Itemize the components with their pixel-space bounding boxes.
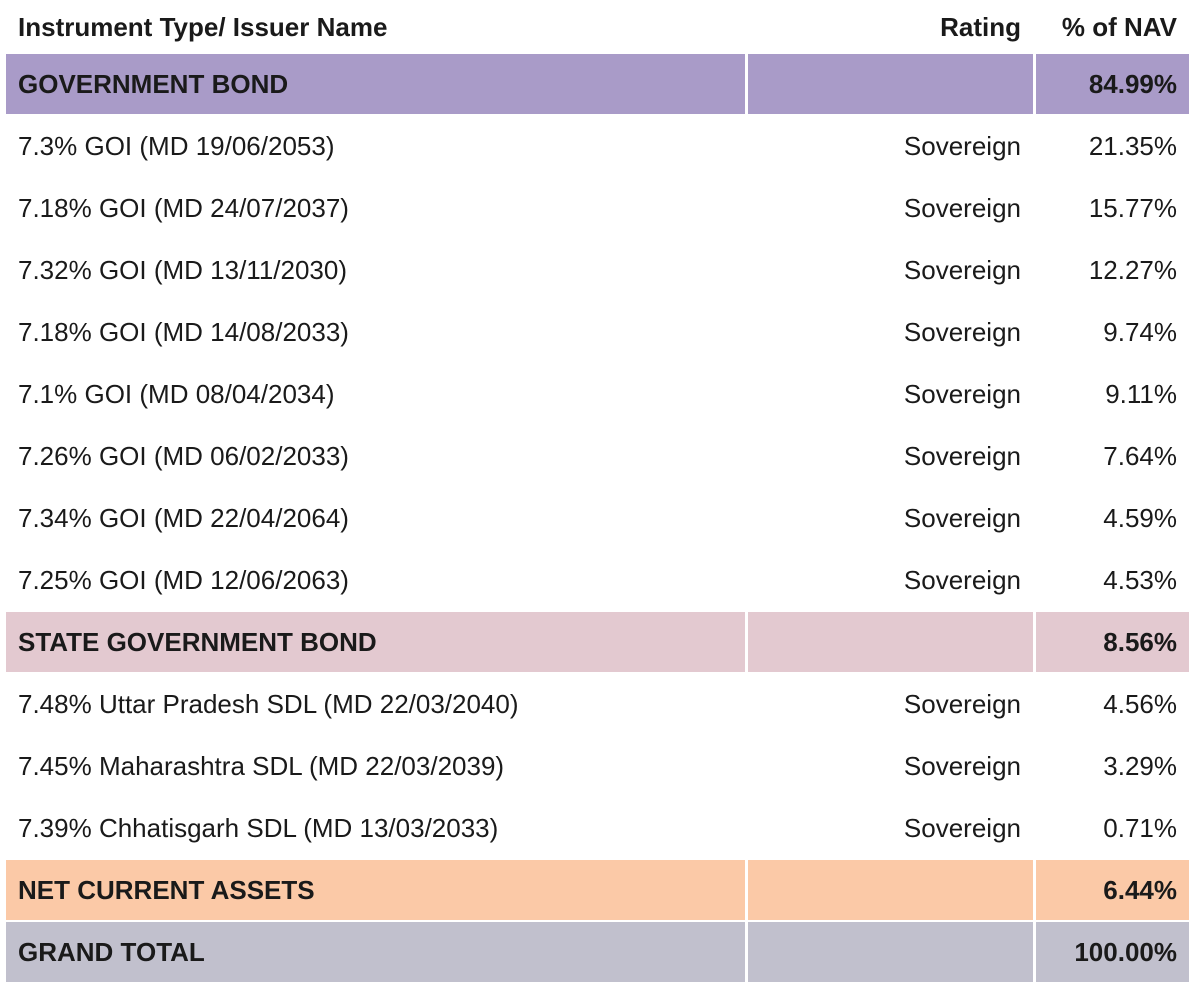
nav-cell: 15.77%	[1036, 178, 1189, 238]
rating-cell: Sovereign	[748, 364, 1033, 424]
rating-cell: Sovereign	[748, 240, 1033, 300]
rating-cell: Sovereign	[748, 736, 1033, 796]
holdings-table-body: GOVERNMENT BOND 84.99% 7.3% GOI (MD 19/06/…	[6, 54, 1189, 982]
nav-cell: 3.29%	[1036, 736, 1189, 796]
rating-cell	[748, 860, 1033, 920]
nav-cell: 12.27%	[1036, 240, 1189, 300]
holding-row: 7.26% GOI (MD 06/02/2033) Sovereign 7.64%	[6, 426, 1189, 486]
nav-cell: 4.53%	[1036, 550, 1189, 610]
instrument-cell: NET CURRENT ASSETS	[6, 860, 745, 920]
instrument-cell: 7.34% GOI (MD 22/04/2064)	[6, 488, 745, 548]
nav-cell: 0.71%	[1036, 798, 1189, 858]
holding-row: 7.18% GOI (MD 14/08/2033) Sovereign 9.74%	[6, 302, 1189, 362]
rating-cell	[748, 612, 1033, 672]
holding-row: 7.1% GOI (MD 08/04/2034) Sovereign 9.11%	[6, 364, 1189, 424]
holding-row: 7.48% Uttar Pradesh SDL (MD 22/03/2040) S…	[6, 674, 1189, 734]
rating-cell: Sovereign	[748, 178, 1033, 238]
rating-cell: Sovereign	[748, 798, 1033, 858]
nav-cell: 8.56%	[1036, 612, 1189, 672]
holding-row: 7.34% GOI (MD 22/04/2064) Sovereign 4.59%	[6, 488, 1189, 548]
nav-cell: 9.74%	[1036, 302, 1189, 362]
table-header: Instrument Type/ Issuer Name Rating % of…	[6, 2, 1189, 52]
instrument-cell: 7.48% Uttar Pradesh SDL (MD 22/03/2040)	[6, 674, 745, 734]
holding-row: 7.39% Chhatisgarh SDL (MD 13/03/2033) Sov…	[6, 798, 1189, 858]
column-header-nav: % of NAV	[1061, 11, 1177, 42]
instrument-cell: 7.39% Chhatisgarh SDL (MD 13/03/2033)	[6, 798, 745, 858]
section-row: GOVERNMENT BOND 84.99%	[6, 54, 1189, 114]
nav-cell: 9.11%	[1036, 364, 1189, 424]
nav-cell: 84.99%	[1036, 54, 1189, 114]
rating-cell: Sovereign	[748, 488, 1033, 548]
rating-cell	[748, 922, 1033, 982]
holding-row: 7.32% GOI (MD 13/11/2030) Sovereign 12.27%	[6, 240, 1189, 300]
nav-cell: 4.59%	[1036, 488, 1189, 548]
nav-cell: 21.35%	[1036, 116, 1189, 176]
nav-cell: 4.56%	[1036, 674, 1189, 734]
instrument-cell: 7.18% GOI (MD 24/07/2037)	[6, 178, 745, 238]
rating-cell: Sovereign	[748, 302, 1033, 362]
column-header-rating: Rating	[940, 11, 1021, 42]
nav-cell: 100.00%	[1036, 922, 1189, 982]
nav-cell: 7.64%	[1036, 426, 1189, 486]
instrument-cell: 7.25% GOI (MD 12/06/2063)	[6, 550, 745, 610]
instrument-cell: STATE GOVERNMENT BOND	[6, 612, 745, 672]
nav-cell: 6.44%	[1036, 860, 1189, 920]
instrument-cell: 7.32% GOI (MD 13/11/2030)	[6, 240, 745, 300]
rating-cell: Sovereign	[748, 426, 1033, 486]
instrument-cell: 7.18% GOI (MD 14/08/2033)	[6, 302, 745, 362]
column-header-instrument: Instrument Type/ Issuer Name	[18, 11, 388, 42]
holding-row: 7.18% GOI (MD 24/07/2037) Sovereign 15.77%	[6, 178, 1189, 238]
instrument-cell: GOVERNMENT BOND	[6, 54, 745, 114]
section-row: NET CURRENT ASSETS 6.44%	[6, 860, 1189, 920]
grand-total-row: GRAND TOTAL 100.00%	[6, 922, 1189, 982]
instrument-cell: 7.3% GOI (MD 19/06/2053)	[6, 116, 745, 176]
rating-cell: Sovereign	[748, 550, 1033, 610]
instrument-cell: GRAND TOTAL	[6, 922, 745, 982]
holding-row: 7.45% Maharashtra SDL (MD 22/03/2039) Sov…	[6, 736, 1189, 796]
header-row: Instrument Type/ Issuer Name Rating % of…	[6, 2, 1189, 52]
rating-cell: Sovereign	[748, 116, 1033, 176]
portfolio-holdings-table: Instrument Type/ Issuer Name Rating % of…	[3, 0, 1192, 984]
instrument-cell: 7.1% GOI (MD 08/04/2034)	[6, 364, 745, 424]
holding-row: 7.25% GOI (MD 12/06/2063) Sovereign 4.53%	[6, 550, 1189, 610]
rating-cell: Sovereign	[748, 674, 1033, 734]
rating-cell	[748, 54, 1033, 114]
instrument-cell: 7.45% Maharashtra SDL (MD 22/03/2039)	[6, 736, 745, 796]
instrument-cell: 7.26% GOI (MD 06/02/2033)	[6, 426, 745, 486]
section-row: STATE GOVERNMENT BOND 8.56%	[6, 612, 1189, 672]
holding-row: 7.3% GOI (MD 19/06/2053) Sovereign 21.35%	[6, 116, 1189, 176]
